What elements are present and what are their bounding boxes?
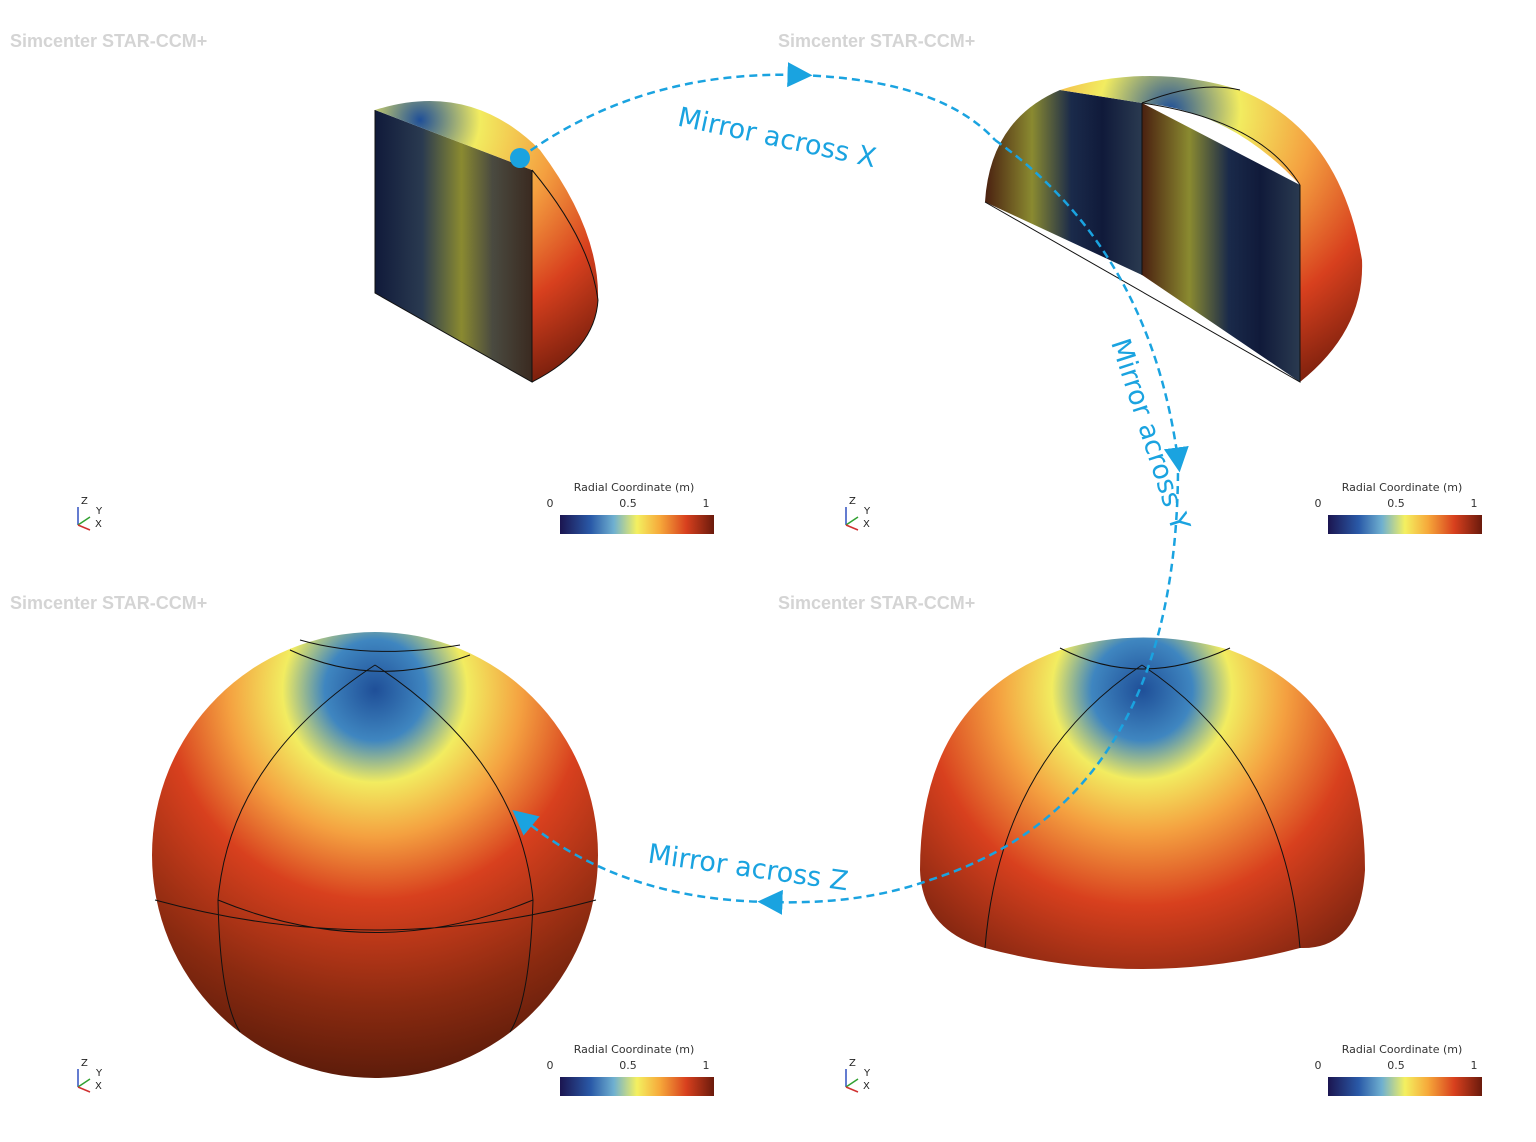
triad-label: Y [863,506,871,517]
triad-label: Z [849,496,856,507]
colorbar [560,515,714,534]
triad-label: X [863,1081,870,1092]
legend-tick: 0.5 [619,1059,637,1072]
arrow-label: Mirror across X [675,102,879,174]
colorbar [1328,515,1482,534]
arrow-z [512,809,771,904]
legend-tick: 0 [1315,1059,1322,1072]
triad-label: Z [849,1058,856,1069]
triad-label: Y [95,506,103,517]
legend-tick: 1 [703,1059,710,1072]
triad-label: Z [81,496,88,507]
triad-label: X [95,1081,102,1092]
legend-tick: 0.5 [619,497,637,510]
legend-tick: 1 [1471,1059,1478,1072]
triad-axis [77,1078,91,1088]
triad-axis [845,1086,859,1093]
watermark: Simcenter STAR-CCM+ [778,31,975,51]
triad-axis [77,516,91,526]
arrow-label: Mirror across Y [1104,335,1195,535]
watermark: Simcenter STAR-CCM+ [778,593,975,613]
arrow-label: Mirror across Z [646,839,850,898]
full-sphere [152,632,598,1078]
colorbar [560,1077,714,1096]
triad-label: Z [81,1058,88,1069]
legend-title: Radial Coordinate (m) [574,481,695,494]
quarter-sphere [374,101,599,383]
legend-tick: 1 [703,497,710,510]
arrow-y [994,138,1189,473]
legend-tick: 0 [547,1059,554,1072]
triad-axis [845,516,859,526]
triad-axis [845,524,859,531]
hemisphere [920,637,1365,969]
triad-label: X [95,519,102,530]
colorbar [1328,1077,1482,1096]
triad-axis [77,524,91,531]
arrow-y-tail [757,459,1180,915]
triad-axis [845,1078,859,1088]
legend-tick: 1 [1471,497,1478,510]
watermark: Simcenter STAR-CCM+ [10,593,207,613]
triad-label: Y [863,1068,871,1079]
triad-label: X [863,519,870,530]
arrow-x-tail [799,73,996,141]
half-sphere [984,76,1363,383]
watermark: Simcenter STAR-CCM+ [10,31,207,51]
legend-tick: 0 [547,497,554,510]
legend-tick: 0.5 [1387,497,1405,510]
triad-label: Y [95,1068,103,1079]
legend-tick: 0 [1315,497,1322,510]
legend-title: Radial Coordinate (m) [1342,1043,1463,1056]
legend-tick: 0.5 [1387,1059,1405,1072]
legend-title: Radial Coordinate (m) [574,1043,695,1056]
triad-axis [77,1086,91,1093]
arrow-x [519,62,813,160]
legend-title: Radial Coordinate (m) [1342,481,1463,494]
